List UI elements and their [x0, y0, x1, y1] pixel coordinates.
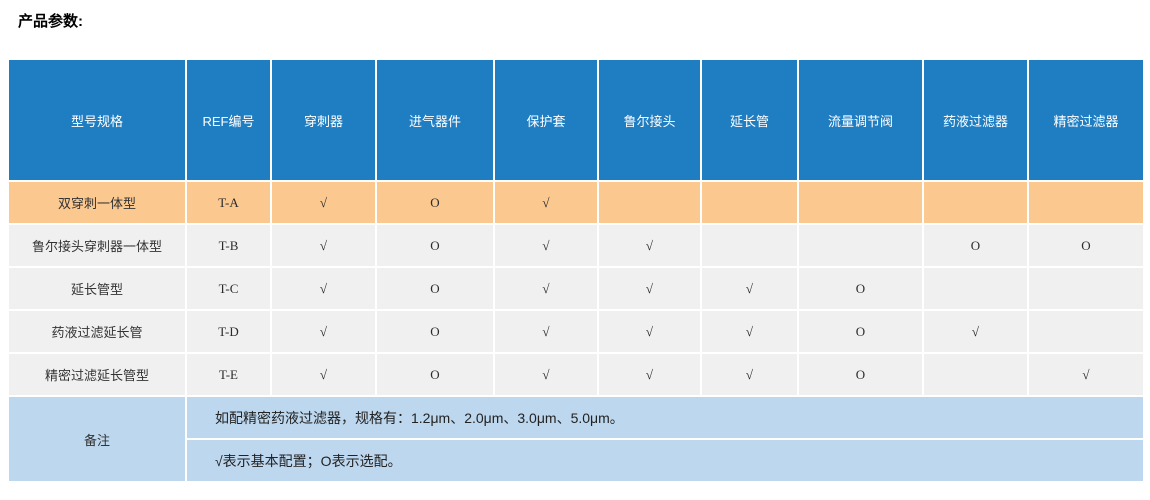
column-header-precisionfilter: 精密过滤器 [1027, 58, 1145, 182]
value-cell: √ [493, 180, 599, 225]
value-cell: O [375, 352, 495, 397]
value-cell: √ [700, 352, 799, 397]
value-cell: √ [270, 309, 377, 354]
table-row: 药液过滤延长管 T-D √ O √ √ √ O √ [7, 309, 1145, 354]
value-cell: √ [493, 309, 599, 354]
value-cell: O [375, 266, 495, 311]
value-cell: √ [493, 223, 599, 268]
value-cell [922, 352, 1029, 397]
remark-label-cell: 备注 [7, 395, 187, 483]
value-cell: O [797, 352, 924, 397]
value-cell [797, 223, 924, 268]
column-header-flowvalve: 流量调节阀 [797, 58, 924, 182]
value-cell: O [375, 180, 495, 225]
table-row: 双穿刺一体型 T-A √ O √ [7, 180, 1145, 225]
value-cell: √ [700, 309, 799, 354]
value-cell: √ [597, 309, 702, 354]
column-header-cover: 保护套 [493, 58, 599, 182]
value-cell: √ [700, 266, 799, 311]
model-cell: 双穿刺一体型 [7, 180, 187, 225]
ref-cell: T-E [185, 352, 272, 397]
value-cell: O [375, 223, 495, 268]
value-cell: √ [1027, 352, 1145, 397]
value-cell: √ [597, 223, 702, 268]
column-header-spike: 穿刺器 [270, 58, 377, 182]
value-cell: O [375, 309, 495, 354]
page: 产品参数: 型号规格 REF编号 穿刺器 进气器件 保护套 鲁尔接头 延长管 流… [7, 13, 1145, 483]
value-cell [922, 266, 1029, 311]
value-cell: √ [597, 352, 702, 397]
header-row: 型号规格 REF编号 穿刺器 进气器件 保护套 鲁尔接头 延长管 流量调节阀 药… [7, 58, 1145, 182]
value-cell [700, 223, 799, 268]
ref-cell: T-A [185, 180, 272, 225]
value-cell: √ [493, 352, 599, 397]
table-row: 精密过滤延长管型 T-E √ O √ √ √ O √ [7, 352, 1145, 397]
model-cell: 延长管型 [7, 266, 187, 311]
value-cell: O [797, 309, 924, 354]
remark-cell: √表示基本配置；O表示选配。 [185, 438, 1145, 483]
value-cell: O [922, 223, 1029, 268]
column-header-airinlet: 进气器件 [375, 58, 495, 182]
ref-cell: T-C [185, 266, 272, 311]
value-cell [597, 180, 702, 225]
value-cell [797, 180, 924, 225]
remark-row: √表示基本配置；O表示选配。 [8, 438, 1145, 483]
value-cell: O [797, 266, 924, 311]
column-header-luer: 鲁尔接头 [597, 58, 702, 182]
remark-cell: 如配精密药液过滤器，规格有：1.2μm、2.0μm、3.0μm、5.0μm。 [185, 395, 1145, 440]
value-cell: √ [597, 266, 702, 311]
value-cell: √ [270, 266, 377, 311]
value-cell: O [1027, 223, 1145, 268]
value-cell: √ [493, 266, 599, 311]
value-cell: √ [922, 309, 1029, 354]
column-header-liquidfilter: 药液过滤器 [922, 58, 1029, 182]
value-cell [1027, 180, 1145, 225]
model-cell: 药液过滤延长管 [7, 309, 187, 354]
value-cell: √ [270, 223, 377, 268]
product-parameters-table: 型号规格 REF编号 穿刺器 进气器件 保护套 鲁尔接头 延长管 流量调节阀 药… [7, 58, 1145, 483]
column-header-model: 型号规格 [7, 58, 187, 182]
column-header-tube: 延长管 [700, 58, 799, 182]
ref-cell: T-B [185, 223, 272, 268]
value-cell [1027, 309, 1145, 354]
value-cell [700, 180, 799, 225]
value-cell: √ [270, 180, 377, 225]
value-cell [1027, 266, 1145, 311]
ref-cell: T-D [185, 309, 272, 354]
page-title: 产品参数: [18, 13, 83, 30]
table-row: 鲁尔接头穿刺器一体型 T-B √ O √ √ O O [7, 223, 1145, 268]
column-header-ref: REF编号 [185, 58, 272, 182]
model-cell: 精密过滤延长管型 [7, 352, 187, 397]
model-cell: 鲁尔接头穿刺器一体型 [7, 223, 187, 268]
table-row: 延长管型 T-C √ O √ √ √ O [7, 266, 1145, 311]
value-cell: √ [270, 352, 377, 397]
remark-row: 备注 如配精密药液过滤器，规格有：1.2μm、2.0μm、3.0μm、5.0μm… [7, 395, 1145, 483]
value-cell [922, 180, 1029, 225]
